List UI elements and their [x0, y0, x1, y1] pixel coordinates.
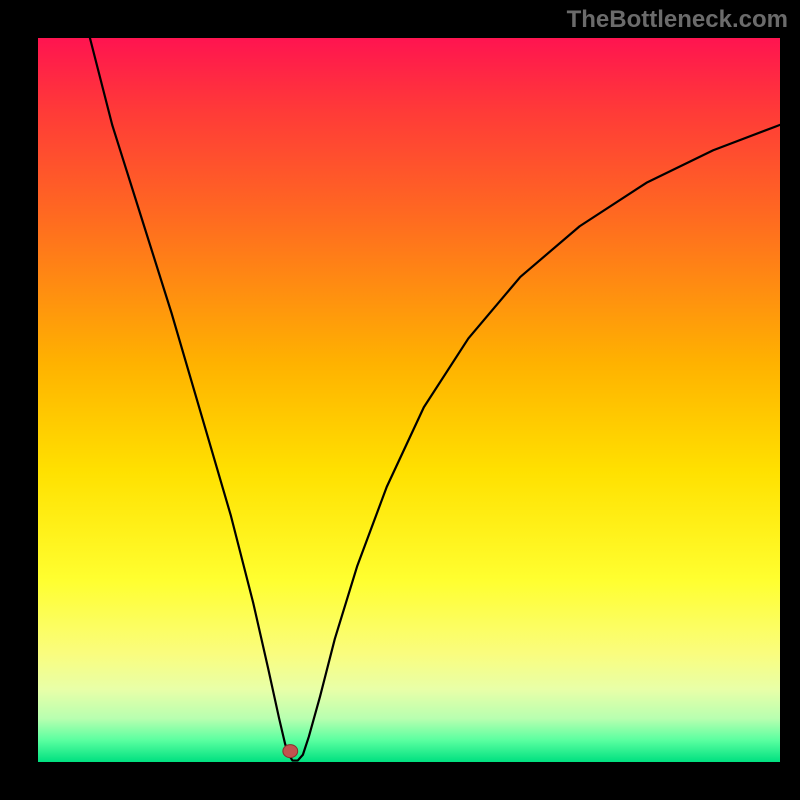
gradient-background [38, 38, 780, 762]
watermark-text: TheBottleneck.com [567, 6, 788, 34]
plot-area [38, 38, 780, 762]
chart-container: { "watermark": { "text": "TheBottleneck.… [0, 0, 800, 800]
chart-svg [38, 38, 780, 762]
minimum-marker [283, 745, 298, 758]
